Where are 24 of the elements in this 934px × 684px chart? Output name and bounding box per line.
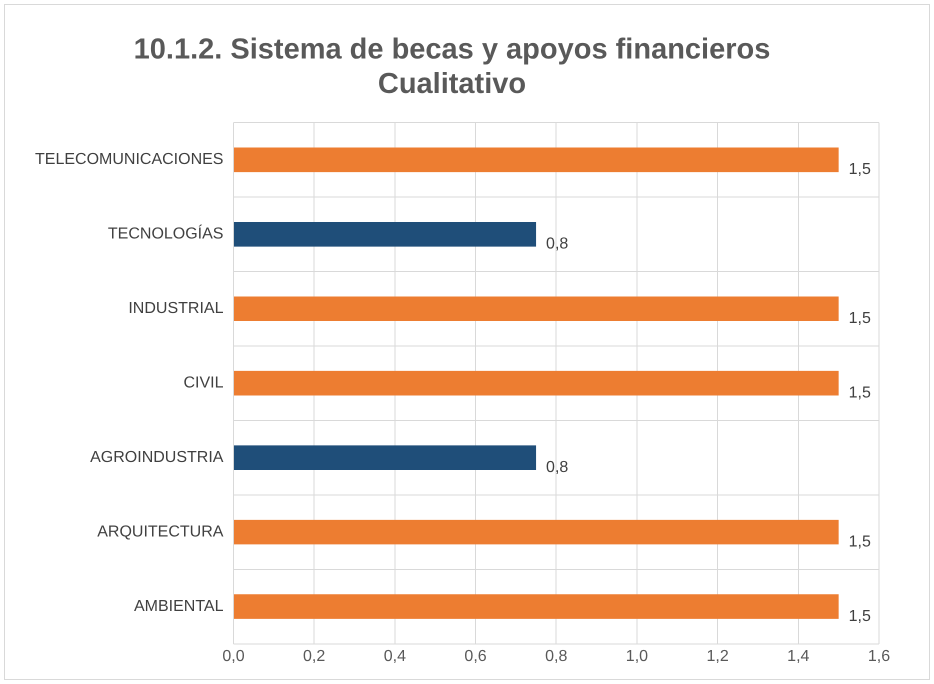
data-label: 1,5	[848, 534, 871, 551]
data-label: 1,5	[848, 161, 871, 178]
x-tick-label: 0,0	[222, 648, 245, 665]
y-tick-label: TECNOLOGÍAS	[108, 224, 224, 243]
x-tick-label: 1,4	[787, 648, 810, 665]
y-tick-label: AGROINDUSTRIA	[90, 449, 224, 466]
x-tick-label: 0,8	[545, 648, 568, 665]
x-tick-label: 1,6	[868, 648, 890, 665]
x-tick-label: 1,0	[626, 648, 648, 665]
y-tick-label: CIVIL	[183, 374, 224, 392]
y-tick-label: INDUSTRIAL	[128, 300, 224, 318]
y-tick-label: AMBIENTAL	[134, 598, 224, 615]
data-label: 0,8	[546, 236, 568, 253]
y-tick-label: ARQUITECTURA	[97, 524, 224, 541]
y-tick-label: TELECOMUNICACIONES	[35, 151, 224, 168]
data-label: 0,8	[546, 459, 568, 476]
data-label: 1,5	[848, 310, 871, 328]
chart-title: 10.1.2. Sistema de becas y apoyos financieros Cualitativo	[134, 33, 770, 100]
data-label: 1,5	[848, 608, 871, 625]
x-tick-label: 0,2	[303, 648, 326, 665]
x-tick-label: 1,2	[706, 648, 729, 665]
x-tick-label: 0,4	[384, 648, 406, 665]
x-tick-label: 0,6	[464, 648, 487, 665]
data-label: 1,5	[848, 384, 871, 402]
